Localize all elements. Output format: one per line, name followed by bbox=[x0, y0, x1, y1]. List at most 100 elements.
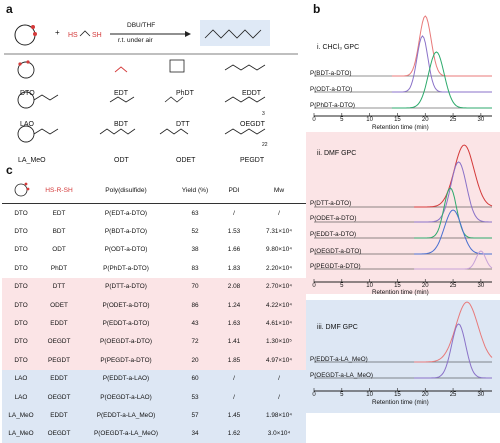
peg-subscript: 22 bbox=[262, 142, 268, 148]
table-cell-d: EDDT bbox=[40, 314, 78, 332]
x-tick-label: 15 bbox=[394, 283, 401, 289]
table-cell-p: P(ODET-a-DTO) bbox=[78, 296, 174, 314]
plus-sign: + bbox=[55, 28, 60, 37]
trace-label-bdt-dto: P(BDT-a-DTO) bbox=[310, 70, 352, 77]
x-tick-label: 0 bbox=[312, 117, 315, 123]
table-header-monomer bbox=[2, 177, 40, 204]
oeg-subscript: 3 bbox=[262, 111, 265, 117]
gpc-pane-1-xtitle: Retention time (min) bbox=[372, 124, 429, 131]
trace-label-eddt-dto: P(EDDT-a-DTO) bbox=[310, 231, 356, 238]
x-tick-label: 30 bbox=[478, 392, 485, 398]
trace-label-phdt-dto: P(PhDT-a-DTO) bbox=[310, 102, 355, 109]
table-cell-d: BDT bbox=[40, 222, 78, 240]
svg-text:SH: SH bbox=[92, 32, 102, 39]
gpc-pane-1-title: i. CHCl₃ GPC bbox=[317, 44, 359, 51]
table-cell-m: DTO bbox=[2, 296, 40, 314]
table-cell-m: DTO bbox=[2, 278, 40, 296]
table-cell-y: 70 bbox=[174, 278, 216, 296]
table-header-yield: Yield (%) bbox=[174, 177, 216, 204]
table-header-pdi: PDI bbox=[216, 177, 252, 204]
table-cell-pdi: 1.85 bbox=[216, 351, 252, 369]
monomer-lao-label: LAO bbox=[20, 121, 34, 128]
table-cell-p: P(OEGDT-a-LA_MeO) bbox=[78, 425, 174, 443]
table-cell-p: P(OEGDT-a-DTO) bbox=[78, 333, 174, 351]
table-cell-d: OEGDT bbox=[40, 333, 78, 351]
table-cell-pdi: / bbox=[216, 204, 252, 223]
table-cell-p: P(EDDT-a-LA_MeO) bbox=[78, 406, 174, 424]
gpc-pane-2-xtitle: Retention time (min) bbox=[372, 289, 429, 296]
table-cell-d: EDDT bbox=[40, 370, 78, 388]
dithiol-odt-label: ODT bbox=[114, 157, 129, 164]
svg-text:HS: HS bbox=[68, 32, 78, 39]
dithiol-dtt-label: DTT bbox=[176, 121, 190, 128]
table-cell-d: ODT bbox=[40, 241, 78, 259]
x-tick-label: 5 bbox=[340, 392, 343, 398]
trace-bdt-dto bbox=[392, 16, 492, 76]
table-cell-y: 34 bbox=[174, 425, 216, 443]
table-cell-y: 72 bbox=[174, 333, 216, 351]
table-cell-y: 20 bbox=[174, 351, 216, 369]
table-cell-mw: 7.31×10⁴ bbox=[252, 222, 306, 240]
table-cell-d: PEGDT bbox=[40, 351, 78, 369]
dithiol-oegdt-label: OEGDT bbox=[240, 121, 265, 128]
table-cell-p: P(PhDT-a-DTO) bbox=[78, 259, 174, 277]
table-cell-d: EDDT bbox=[40, 406, 78, 424]
table-header-mw: Mw bbox=[252, 177, 306, 204]
table-cell-y: 57 bbox=[174, 406, 216, 424]
trace-phdt-dto bbox=[392, 52, 492, 108]
table-cell-y: 52 bbox=[174, 222, 216, 240]
table-cell-m: LA_MeO bbox=[2, 425, 40, 443]
x-tick-label: 5 bbox=[340, 117, 343, 123]
table-cell-p: P(PEGDT-a-DTO) bbox=[78, 351, 174, 369]
table-cell-mw: 2.20×10⁴ bbox=[252, 259, 306, 277]
table-cell-m: DTO bbox=[2, 333, 40, 351]
trace-label-dtt-dto: P(DTT-a-DTO) bbox=[310, 200, 351, 207]
trace-label-odet-dto: P(ODET-a-DTO) bbox=[310, 215, 356, 222]
x-tick-label: 20 bbox=[422, 117, 429, 123]
x-tick-label: 5 bbox=[340, 283, 343, 289]
x-tick-label: 30 bbox=[478, 283, 485, 289]
x-tick-label: 0 bbox=[312, 392, 315, 398]
table-cell-d: OEGDT bbox=[40, 388, 78, 406]
table-cell-pdi: 1.62 bbox=[216, 425, 252, 443]
x-tick-label: 15 bbox=[394, 117, 401, 123]
table-cell-p: P(BDT-a-DTO) bbox=[78, 222, 174, 240]
trace-eddt-lameo bbox=[414, 302, 492, 362]
table-cell-d: OEGDT bbox=[40, 425, 78, 443]
panel-c-label: c bbox=[6, 163, 13, 177]
table-cell-pdi: 1.24 bbox=[216, 296, 252, 314]
table-cell-m: LAO bbox=[2, 370, 40, 388]
dithiol-bdt-label: BDT bbox=[114, 121, 128, 128]
table-cell-m: DTO bbox=[2, 259, 40, 277]
table-cell-y: 53 bbox=[174, 388, 216, 406]
table-cell-mw: 3.0×10⁴ bbox=[252, 425, 306, 443]
dithiol-odet-label: ODET bbox=[176, 157, 195, 164]
x-tick-label: 20 bbox=[422, 283, 429, 289]
table-cell-m: LA_MeO bbox=[2, 406, 40, 424]
trace-eddt-dto bbox=[414, 188, 492, 238]
table-cell-m: DTO bbox=[2, 222, 40, 240]
table-cell-mw: / bbox=[252, 370, 306, 388]
polymer-table: HS‑R‑SH Poly(disulfide) Yield (%) PDI Mw… bbox=[2, 177, 306, 443]
conditions-bottom: r.t. under air bbox=[118, 37, 153, 44]
ring-icon bbox=[9, 180, 33, 198]
table-cell-pdi: / bbox=[216, 370, 252, 388]
trace-oegdt-dto bbox=[414, 210, 492, 254]
table-cell-p: P(EDDT-a-DTO) bbox=[78, 314, 174, 332]
table-cell-p: P(OEGDT-a-LAO) bbox=[78, 388, 174, 406]
table-cell-m: DTO bbox=[2, 204, 40, 223]
table-cell-pdi: 2.08 bbox=[216, 278, 252, 296]
table-cell-y: 63 bbox=[174, 204, 216, 223]
conditions-top: DBU/THF bbox=[127, 22, 155, 29]
